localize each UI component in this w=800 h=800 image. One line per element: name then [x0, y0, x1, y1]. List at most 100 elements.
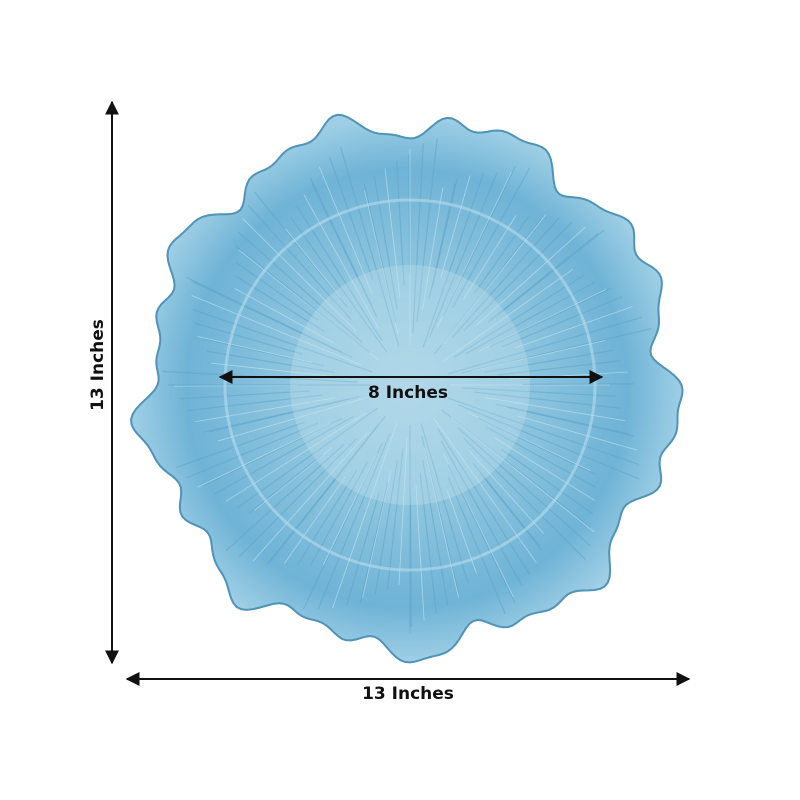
- plate-streak: [521, 383, 635, 386]
- plate-streak: [236, 262, 319, 322]
- plate-streak: [186, 422, 318, 479]
- plate-streak: [332, 422, 398, 609]
- plate-streak: [408, 154, 411, 274]
- plate-streak: [452, 217, 560, 338]
- plate-streak: [237, 231, 363, 343]
- plate-streak: [363, 184, 397, 323]
- plate-streak: [507, 406, 635, 437]
- plate-streak: [266, 425, 379, 566]
- plate-streak: [174, 385, 299, 387]
- plate-streak: [448, 316, 643, 375]
- plate-streak: [460, 328, 652, 374]
- plate-streak: [297, 469, 358, 566]
- plate-streak: [463, 221, 573, 332]
- plate-streak: [384, 168, 401, 298]
- plate-streak: [225, 412, 367, 502]
- plate-streak: [431, 178, 458, 288]
- plate-streak: [423, 447, 459, 598]
- plate-streak: [412, 143, 424, 334]
- plate-streak: [440, 440, 523, 587]
- plate-streak: [396, 161, 405, 286]
- plate-streak: [442, 214, 547, 345]
- width-label: 13 Inches: [362, 684, 454, 704]
- plate-streak: [238, 438, 357, 557]
- plate-streak: [197, 336, 313, 364]
- plate-streak: [463, 438, 587, 561]
- plate-streak: [489, 287, 613, 348]
- plate-streak: [302, 442, 384, 610]
- plate-streak: [432, 417, 537, 563]
- plate-streak: [225, 443, 345, 552]
- plate-streak: [214, 415, 355, 495]
- plate-streak: [248, 454, 323, 514]
- plate-streak: [328, 156, 374, 280]
- height-label: 13 Inches: [88, 319, 108, 411]
- plate-streak: [422, 459, 449, 606]
- plate-streak: [422, 173, 485, 348]
- plate-streak: [416, 138, 438, 322]
- plate-streak: [415, 484, 425, 621]
- inner-label: 8 Inches: [368, 383, 448, 403]
- plate-streak: [234, 288, 334, 343]
- plate-streak: [290, 216, 388, 353]
- plate-streak: [374, 459, 399, 595]
- plate-streak: [252, 432, 368, 562]
- plate-streak: [475, 226, 586, 327]
- plate-streak: [242, 218, 357, 332]
- plate-streak: [236, 407, 378, 509]
- plate-streak: [453, 274, 585, 358]
- plate-streak: [486, 426, 596, 488]
- plate-streak: [247, 204, 352, 320]
- plate-streak: [192, 308, 373, 373]
- plate-streak: [479, 472, 543, 552]
- plate-streak: [339, 146, 400, 347]
- plate-streak: [462, 215, 517, 301]
- plate-streak: [234, 244, 370, 354]
- plate-streak: [472, 340, 606, 372]
- plate-streak: [447, 397, 639, 465]
- plate-streak: [487, 232, 599, 323]
- plate-streak: [409, 496, 412, 628]
- plate-streak: [309, 177, 373, 306]
- plate: [130, 113, 684, 664]
- plate-streak: [234, 275, 326, 333]
- plate-streak: [517, 415, 637, 451]
- plate-well: [223, 198, 597, 572]
- plate-streak: [442, 268, 574, 363]
- plate-streak: [457, 427, 592, 547]
- plate-streak: [319, 166, 372, 293]
- plate-streak: [180, 390, 311, 400]
- plate-streak: [429, 171, 498, 338]
- plate-streak: [451, 167, 531, 309]
- plate-streak: [447, 464, 516, 604]
- plate-streak: [284, 476, 346, 564]
- plate-streak: [442, 166, 516, 317]
- plate-streak: [420, 423, 469, 583]
- plate-streak: [386, 448, 404, 590]
- plate-streak: [194, 322, 303, 355]
- plate-streak: [497, 229, 605, 316]
- plate-streak: [457, 404, 640, 480]
- plate-streak: [501, 448, 594, 515]
- plate-streak: [197, 422, 331, 488]
- plate-streak: [515, 306, 633, 349]
- plate-streak: [437, 428, 531, 575]
- plate-streak: [317, 432, 391, 610]
- plate-streak: [217, 395, 372, 442]
- plate-streak: [202, 338, 325, 367]
- plate-streak: [373, 175, 398, 311]
- plate-streak: [191, 295, 363, 366]
- plate-streak: [187, 394, 323, 412]
- plate-streak: [473, 391, 621, 409]
- plate-streak: [346, 492, 380, 607]
- plate-streak: [484, 397, 626, 422]
- plate-streak: [473, 216, 530, 294]
- plate-streak: [359, 482, 389, 604]
- plate-streak: [186, 276, 342, 353]
- plate-streak: [175, 421, 305, 469]
- plate-streak: [253, 191, 348, 308]
- plate-center: [290, 265, 530, 505]
- plate-streak: [322, 453, 378, 566]
